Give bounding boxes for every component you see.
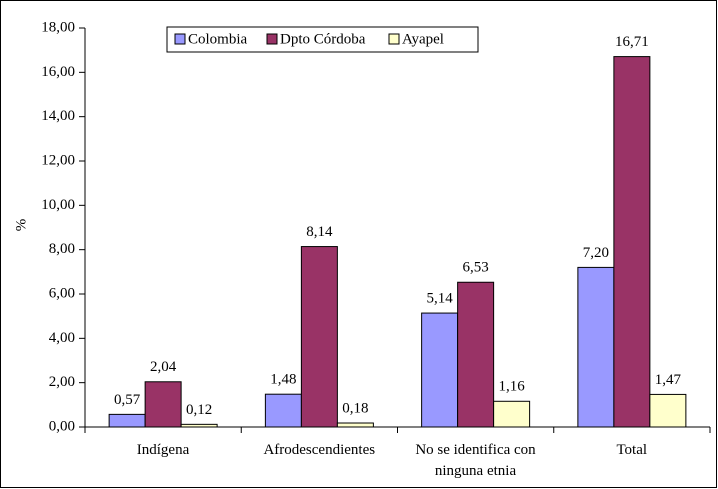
- value-label: 2,04: [150, 359, 177, 375]
- legend-label: Ayapel: [402, 31, 444, 47]
- y-tick-label: 4,00: [49, 330, 75, 346]
- bar: [264, 393, 302, 428]
- value-label: 16,71: [615, 34, 649, 50]
- value-label: 6,53: [463, 260, 489, 276]
- legend-label: Dpto Córdoba: [280, 31, 366, 47]
- bar: [493, 400, 531, 428]
- x-tick-label: Total: [616, 442, 648, 458]
- value-label: 8,14: [306, 224, 333, 240]
- bar: [421, 312, 459, 428]
- value-label: 5,14: [427, 291, 454, 307]
- bar: [144, 381, 182, 428]
- bar: [457, 281, 495, 428]
- value-label: 0,12: [186, 402, 212, 418]
- legend-label: Colombia: [188, 31, 248, 47]
- y-tick-label: 0,00: [49, 418, 75, 434]
- legend-swatch: [388, 33, 400, 45]
- x-tick-label: Afrodescendientes: [263, 442, 376, 458]
- value-label: 1,48: [270, 372, 296, 388]
- legend-box: [166, 26, 479, 53]
- value-label: 1,16: [499, 379, 526, 395]
- legend-swatch: [174, 33, 186, 45]
- y-tick-label: 12,00: [41, 152, 75, 168]
- legend-swatch: [266, 33, 278, 45]
- value-label: 1,47: [655, 372, 682, 388]
- y-tick-label: 10,00: [41, 197, 75, 213]
- y-tick-label: 2,00: [49, 374, 75, 390]
- bar: [613, 56, 651, 428]
- value-label: 0,18: [342, 400, 368, 416]
- y-tick-label: 18,00: [41, 19, 75, 35]
- value-label: 0,57: [114, 392, 141, 408]
- bar: [336, 422, 374, 428]
- x-tick-label: No se identifica con ninguna etnia: [415, 442, 536, 479]
- y-tick-label: 14,00: [41, 108, 75, 124]
- y-tick-label: 8,00: [49, 241, 75, 257]
- bar: [300, 246, 338, 428]
- value-label: 7,20: [583, 245, 609, 261]
- y-tick-label: 6,00: [49, 285, 75, 301]
- x-tick-label: Indígena: [136, 442, 190, 458]
- y-axis-title: %: [13, 219, 29, 232]
- bar: [577, 266, 615, 428]
- bar: [649, 393, 687, 428]
- bar: [108, 413, 146, 428]
- y-tick-label: 16,00: [41, 64, 75, 80]
